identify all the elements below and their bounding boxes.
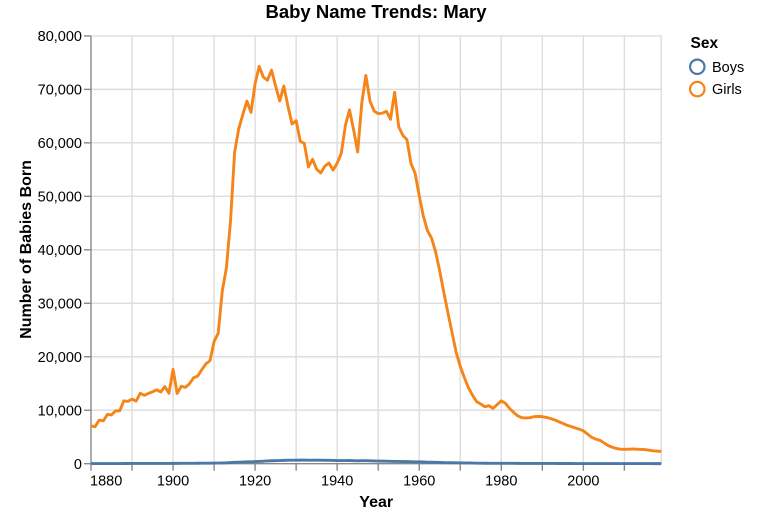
- svg-text:50,000: 50,000: [38, 189, 82, 205]
- svg-text:1900: 1900: [157, 474, 189, 490]
- svg-text:30,000: 30,000: [38, 296, 82, 312]
- svg-text:1960: 1960: [403, 474, 435, 490]
- svg-text:70,000: 70,000: [38, 82, 82, 98]
- svg-text:Baby Name Trends: Mary: Baby Name Trends: Mary: [265, 1, 487, 22]
- svg-text:20,000: 20,000: [38, 350, 82, 366]
- svg-text:Number of Babies Born: Number of Babies Born: [18, 160, 35, 339]
- svg-text:Sex: Sex: [691, 35, 719, 52]
- svg-text:1880: 1880: [90, 474, 122, 490]
- svg-text:1940: 1940: [321, 474, 353, 490]
- svg-text:60,000: 60,000: [38, 136, 82, 152]
- svg-text:80,000: 80,000: [38, 29, 82, 45]
- svg-text:10,000: 10,000: [38, 403, 82, 419]
- svg-text:40,000: 40,000: [38, 243, 82, 259]
- svg-text:1980: 1980: [485, 474, 517, 490]
- svg-text:Girls: Girls: [712, 82, 742, 98]
- svg-text:1920: 1920: [239, 474, 271, 490]
- svg-text:Boys: Boys: [712, 60, 744, 76]
- svg-text:Year: Year: [359, 494, 393, 511]
- svg-text:2000: 2000: [567, 474, 599, 490]
- svg-text:0: 0: [74, 457, 82, 473]
